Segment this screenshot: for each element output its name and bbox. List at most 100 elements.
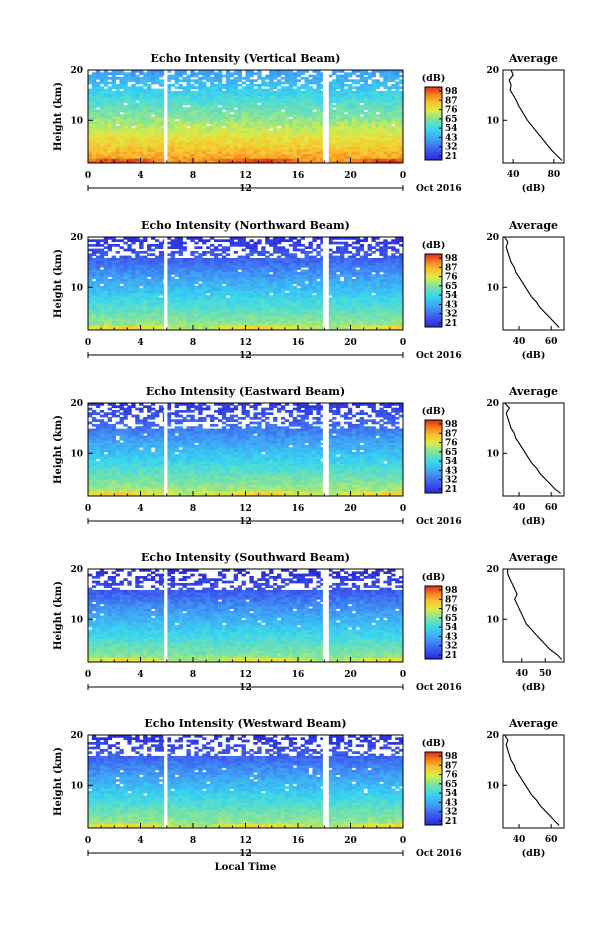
heatmap-cell (174, 111, 179, 115)
heatmap-cell (265, 93, 270, 96)
heatmap-cell (154, 158, 160, 162)
heatmap-cell (257, 313, 262, 317)
heatmap-cell (170, 153, 176, 157)
heatmap-cell (277, 93, 282, 96)
heatmap-cell (182, 297, 187, 301)
heatmap-cell (225, 160, 231, 164)
heatmap-cell (123, 262, 128, 266)
heatmap-cell (336, 137, 341, 141)
heatmap-cell (340, 83, 345, 87)
heatmap-cell (284, 318, 290, 322)
heatmap-cell (123, 257, 128, 261)
heatmap-cell (119, 100, 124, 103)
heatmap-cell (103, 313, 109, 317)
heatmap-cell (154, 288, 160, 291)
heatmap-cell (151, 111, 156, 115)
heatmap-cell (375, 121, 380, 124)
heatmap-cell (261, 153, 266, 157)
heatmap-cell (135, 253, 140, 256)
heatmap-cell (379, 111, 384, 115)
heatmap-cell (217, 114, 223, 117)
heatmap-cell (115, 295, 120, 298)
heatmap-cell (178, 116, 183, 120)
heatmap-cell (91, 123, 97, 127)
heatmap-cell (99, 102, 105, 106)
heatmap-cell (391, 160, 396, 164)
heatmap-cell (257, 239, 262, 243)
heatmap-cell (91, 83, 97, 87)
heatmap-cell (206, 160, 211, 164)
heatmap-cell (261, 309, 266, 312)
heatmap-cell (351, 109, 357, 113)
heatmap-cell (139, 260, 144, 263)
heatmap-cell (190, 283, 195, 287)
heatmap-cell (347, 104, 353, 108)
heatmap-cell (340, 139, 345, 143)
heatmap-cell (147, 118, 152, 122)
heatmap-cell (292, 114, 298, 117)
heatmap-cell (332, 116, 337, 120)
heatmap-cell (399, 139, 404, 143)
heatmap-cell (308, 158, 313, 162)
heatmap-cell (316, 139, 321, 143)
heatmap-cell (166, 267, 172, 270)
heatmap-cell (119, 90, 124, 94)
heatmap-cell (387, 128, 392, 131)
heatmap-cell (151, 128, 156, 131)
heatmap-cell (359, 125, 365, 129)
heatmap-cell (399, 109, 404, 113)
heatmap-cell (214, 269, 219, 273)
heatmap-cell (257, 267, 262, 270)
heatmap-cell (312, 137, 317, 141)
heatmap-cell (158, 144, 164, 148)
heatmap-cell (202, 274, 207, 277)
heatmap-cell (111, 114, 116, 117)
heatmap-cell (198, 311, 203, 315)
heatmap-cell (347, 90, 353, 94)
heatmap-cell (288, 320, 294, 324)
heatmap-cell (198, 260, 203, 263)
heatmap-cell (241, 95, 246, 99)
heatmap-cell (395, 137, 400, 141)
heatmap-cell (174, 260, 179, 263)
heatmap-cell (221, 149, 227, 152)
heatmap-cell (166, 269, 172, 273)
heatmap-cell (166, 264, 172, 268)
heatmap-cell (119, 142, 124, 145)
heatmap-cell (280, 290, 286, 294)
heatmap-cell (229, 102, 235, 106)
heatmap-cell (253, 264, 258, 268)
heatmap-cell (320, 90, 325, 94)
heatmap-cell (257, 323, 262, 326)
heatmap-cell (170, 288, 176, 291)
heatmap-cell (371, 156, 376, 159)
heatmap-cell (257, 327, 262, 331)
heatmap-cell (237, 74, 242, 78)
heatmap-cell (245, 276, 250, 280)
heatmap-cell (257, 142, 262, 145)
heatmap-cell (359, 109, 365, 113)
heatmap-cell (190, 313, 195, 317)
heatmap-cell (151, 253, 156, 256)
heatmap-cell (186, 76, 191, 80)
heatmap-cell (233, 260, 239, 263)
heatmap-cell (127, 297, 132, 301)
heatmap-cell (269, 97, 274, 101)
heatmap-cell (147, 274, 152, 277)
heatmap-cell (119, 290, 124, 294)
heatmap-cell (273, 90, 278, 94)
heatmap-cell (277, 239, 282, 243)
heatmap-cell (277, 267, 282, 270)
heatmap-cell (379, 132, 384, 136)
heatmap-cell (214, 158, 219, 162)
heatmap-cell (296, 130, 302, 134)
heatmap-cell (328, 139, 333, 143)
heatmap-cell (88, 269, 93, 273)
heatmap-cell (202, 262, 207, 266)
heatmap-cell (88, 125, 93, 129)
heatmap-cell (233, 299, 239, 303)
heatmap-cell (151, 264, 156, 268)
heatmap-cell (214, 156, 219, 159)
heatmap-cell (198, 153, 203, 157)
heatmap-cell (320, 95, 325, 99)
